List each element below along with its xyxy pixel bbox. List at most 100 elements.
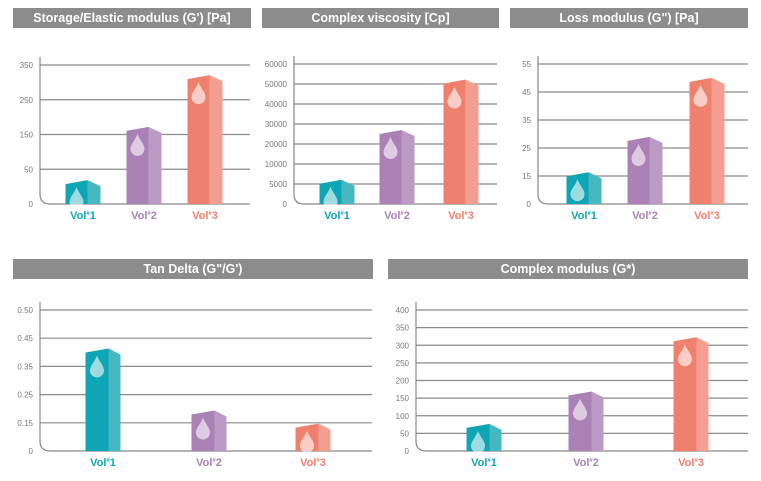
x-tick-label: Vol#1 bbox=[90, 457, 116, 469]
y-tick-label: 0.50 bbox=[17, 306, 33, 315]
x-tick-label: Vol#1 bbox=[471, 457, 497, 469]
bar-side bbox=[209, 75, 223, 205]
bar-side bbox=[341, 179, 355, 204]
bar-side bbox=[401, 130, 415, 204]
x-tick-label: Vol#3 bbox=[300, 457, 326, 469]
bar-vol2 bbox=[568, 391, 604, 451]
y-tick-label: 0 bbox=[29, 200, 34, 209]
x-tick-label: Vol#2 bbox=[632, 210, 658, 222]
x-tick-label: Vol#3 bbox=[694, 210, 720, 222]
bar-front bbox=[627, 136, 650, 204]
y-tick-label: 10000 bbox=[265, 160, 288, 169]
bar-vol3 bbox=[673, 337, 709, 451]
y-tick-label: 200 bbox=[396, 377, 410, 386]
y-tick-label: 400 bbox=[396, 306, 410, 315]
drop-icon bbox=[383, 137, 398, 159]
chart-title-complex-viscosity: Complex viscosity [Cp] bbox=[262, 8, 499, 28]
bar-front bbox=[568, 391, 592, 451]
y-tick-label: 40000 bbox=[265, 100, 288, 109]
bar-side bbox=[649, 136, 663, 204]
drop-icon bbox=[573, 398, 587, 421]
bar-side bbox=[591, 391, 604, 451]
bar-side bbox=[318, 423, 331, 451]
bar-vol3 bbox=[443, 79, 479, 204]
x-tick-label: Vol#2 bbox=[573, 457, 599, 469]
drop-icon bbox=[196, 417, 210, 440]
bar-side bbox=[87, 180, 101, 204]
bar-vol2 bbox=[379, 130, 415, 204]
chart-3: 0 0.15 0.25 0.35 0.45 0.50 Vol#1 Vol#2 Vol#3 bbox=[17, 302, 372, 469]
y-tick-label: 150 bbox=[20, 131, 34, 140]
drop-icon bbox=[90, 355, 104, 378]
x-tick-label: Vol#3 bbox=[448, 210, 474, 222]
bar-vol2 bbox=[191, 410, 227, 451]
axis bbox=[39, 57, 250, 205]
y-tick-label: 350 bbox=[20, 61, 34, 70]
y-tick-label: 300 bbox=[396, 341, 410, 350]
x-tick-label: Vol#2 bbox=[131, 210, 157, 222]
y-tick-label: 20000 bbox=[265, 140, 288, 149]
y-tick-label: 150 bbox=[396, 394, 410, 403]
y-tick-label: 100 bbox=[396, 412, 410, 421]
drop-icon bbox=[323, 186, 338, 209]
bar-vol2 bbox=[627, 136, 663, 204]
bar-side bbox=[214, 410, 227, 451]
drop-icon bbox=[300, 430, 314, 453]
bar-vol1 bbox=[65, 180, 101, 210]
x-tick-label: Vol#1 bbox=[70, 210, 96, 222]
y-tick-label: 0.25 bbox=[17, 391, 33, 400]
drop-icon bbox=[191, 82, 206, 105]
y-tick-label: 350 bbox=[396, 324, 410, 333]
chart-2: 0 15 25 35 45 55 Vol#1 Vol#2 Vol#3 bbox=[522, 56, 748, 222]
bar-side bbox=[696, 337, 709, 451]
y-tick-label: 30000 bbox=[265, 120, 288, 129]
y-tick-label: 15 bbox=[522, 172, 531, 181]
drop-icon bbox=[447, 86, 462, 109]
axis bbox=[537, 56, 748, 205]
bar-side bbox=[588, 172, 602, 204]
axis bbox=[39, 302, 372, 452]
y-tick-label: 0.15 bbox=[17, 419, 33, 428]
drop-icon bbox=[570, 179, 585, 202]
y-tick-label: 25 bbox=[522, 144, 531, 153]
bar-side bbox=[711, 77, 725, 204]
bar-side bbox=[465, 79, 479, 204]
y-tick-label: 45 bbox=[522, 88, 531, 97]
y-tick-label: 50 bbox=[400, 429, 409, 438]
bar-vol1 bbox=[319, 179, 355, 209]
x-tick-label: Vol#2 bbox=[196, 457, 222, 469]
bar-front bbox=[689, 77, 712, 204]
y-tick-label: 0 bbox=[405, 447, 410, 456]
y-tick-label: 0 bbox=[29, 447, 34, 456]
bar-vol3 bbox=[689, 77, 725, 204]
bar-side bbox=[148, 126, 162, 204]
bar-front bbox=[443, 79, 466, 204]
y-tick-label: 50 bbox=[24, 165, 33, 174]
axis bbox=[293, 56, 497, 205]
y-tick-label: 250 bbox=[396, 359, 410, 368]
x-tick-label: Vol#3 bbox=[192, 210, 218, 222]
chart-title-storage-modulus: Storage/Elastic modulus (G') [Pa] bbox=[13, 8, 251, 28]
bar-side bbox=[489, 423, 502, 451]
y-tick-label: 250 bbox=[20, 96, 34, 105]
bar-side bbox=[108, 348, 121, 451]
x-tick-label: Vol#1 bbox=[324, 210, 350, 222]
y-tick-label: 0.35 bbox=[17, 362, 33, 371]
bar-vol1 bbox=[85, 348, 121, 451]
y-tick-label: 50000 bbox=[265, 80, 288, 89]
y-tick-label: 60000 bbox=[265, 60, 288, 69]
y-tick-label: 35 bbox=[522, 116, 531, 125]
chart-1: 0 5000 10000 20000 30000 40000 50000 60000 Vol#1… bbox=[265, 56, 497, 222]
bar-vol1 bbox=[466, 423, 502, 453]
drop-icon bbox=[471, 430, 486, 453]
drop-icon bbox=[678, 344, 692, 367]
chart-4: 0 50 100 150 200 250 300 350 400 Vol#1 Vol#2 Vol#3 bbox=[396, 302, 748, 469]
drop-icon bbox=[693, 84, 708, 107]
axis bbox=[415, 302, 748, 452]
y-tick-label: 0 bbox=[283, 200, 288, 209]
drop-icon bbox=[69, 187, 84, 210]
x-tick-label: Vol#2 bbox=[384, 210, 410, 222]
y-tick-label: 5000 bbox=[269, 180, 287, 189]
chart-title-loss-modulus: Loss modulus (G") [Pa] bbox=[510, 8, 748, 28]
